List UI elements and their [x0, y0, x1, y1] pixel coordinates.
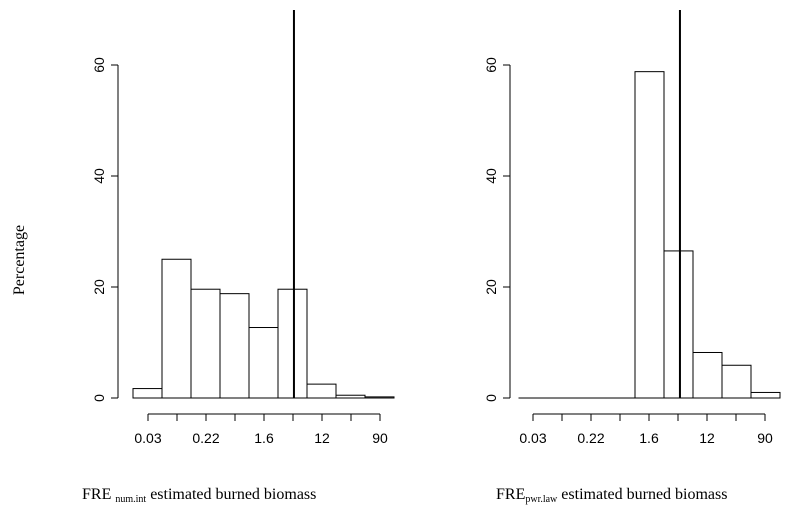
x-axis-label-main: FRE [496, 486, 525, 503]
histogram-bar [132, 388, 163, 399]
y-tick-label: 60 [91, 57, 107, 73]
x-tick-label: 1.6 [254, 430, 274, 446]
histogram-bar [306, 383, 337, 399]
y-tick-label: 40 [483, 168, 499, 184]
x-tick-label: 0.03 [519, 430, 546, 446]
x-tick-label: 12 [314, 430, 330, 446]
histogram-panel-left: 0 20 40 60 0.03 0.22 1.6 12 90 [91, 10, 395, 446]
histogram-bar [335, 394, 366, 399]
x-tick-label: 0.03 [134, 430, 161, 446]
histogram-bar [161, 258, 192, 399]
x-tick-label: 90 [757, 430, 773, 446]
histogram-panel-right: 0 20 40 60 0.03 0.22 1.6 12 90 [483, 10, 781, 446]
x-axis-label-rest: estimated burned biomass [561, 486, 727, 503]
x-tick-label: 0.22 [192, 430, 219, 446]
histogram-bar [219, 293, 250, 399]
histogram-bar [634, 71, 665, 399]
histogram-bar [190, 288, 221, 399]
x-tick-label: 1.6 [639, 430, 659, 446]
histogram-bar [248, 327, 279, 399]
y-axis-label: Percentage [11, 225, 28, 295]
y-tick-label: 40 [91, 168, 107, 184]
histogram-bar [750, 391, 781, 399]
y-tick-label: 20 [483, 279, 499, 295]
histogram-bar [663, 250, 694, 399]
histogram-bar [277, 288, 308, 399]
histogram-bar [364, 396, 395, 399]
x-axis-label-rest: estimated burned biomass [150, 486, 316, 503]
histogram-bar [721, 364, 752, 399]
x-axis-label-subscript: pwr.law [525, 494, 558, 505]
x-tick-label: 12 [699, 430, 715, 446]
y-tick-label: 0 [91, 394, 107, 402]
x-axis-label-right: FREpwr.law estimated burned biomass [496, 486, 727, 505]
x-axis-label-left: FRE num.int estimated burned biomass [82, 486, 316, 505]
x-tick-label: 90 [372, 430, 388, 446]
y-tick-label: 0 [483, 394, 499, 402]
y-tick-label: 60 [483, 57, 499, 73]
x-axis-label-subscript: num.int [115, 494, 146, 505]
x-axis-label-main: FRE [82, 486, 111, 503]
histogram-bar [692, 351, 723, 399]
x-tick-label: 0.22 [577, 430, 604, 446]
y-tick-label: 20 [91, 279, 107, 295]
